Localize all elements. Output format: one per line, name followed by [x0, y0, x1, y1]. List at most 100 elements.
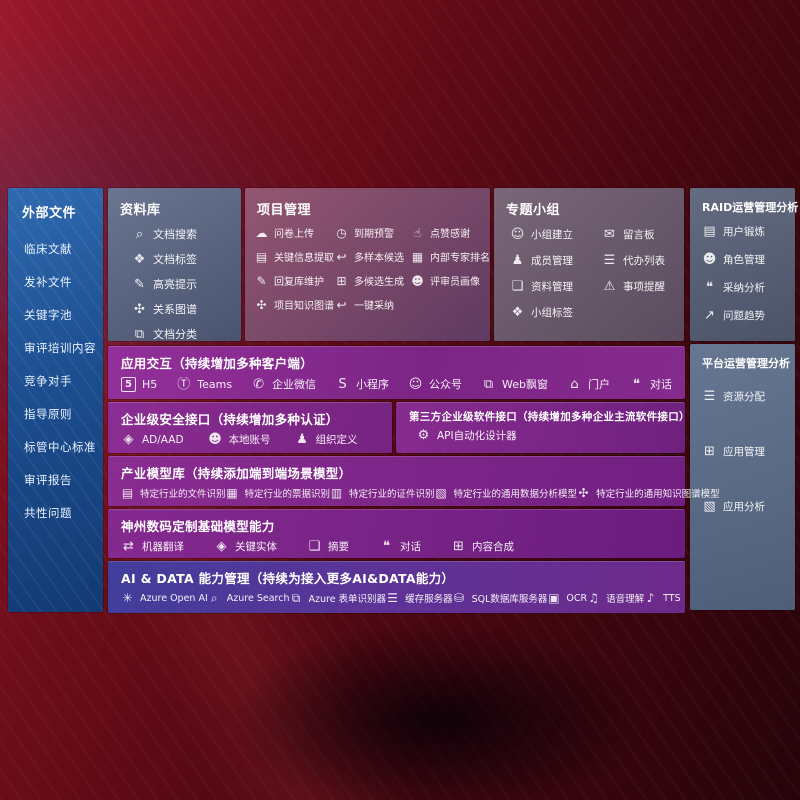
item-teams[interactable]: Ⓣ Teams — [176, 378, 232, 391]
item-expert-ranking[interactable]: ▦ 内部专家排名 — [411, 249, 490, 265]
translate-icon: ⇄ — [123, 539, 134, 554]
row-app-interaction: 应用交互（持续增加多种客户端） 5 H5 Ⓣ Teams ✆ 企业微信 S 小程序 ☺ 公… — [108, 346, 685, 399]
message-board-icon: ✉ — [604, 227, 615, 242]
item-tts[interactable]: ♪ TTS — [644, 592, 681, 604]
item-azure-search[interactable]: ⌕ Azure Search — [208, 592, 290, 604]
material-book-icon: ❏ — [511, 279, 524, 294]
trend-chart-icon: ↗ — [704, 308, 715, 323]
sidebar-item-clinical-literature[interactable]: 临床文献 — [24, 242, 72, 256]
item-label: 内部专家排名 — [430, 253, 490, 264]
item-file-recognition[interactable]: ▤ 特定行业的文件识别 — [121, 486, 226, 500]
openai-icon: ✳ — [122, 591, 133, 605]
item-dialog[interactable]: ❝ 对话 — [629, 376, 672, 392]
item-adoption-analysis[interactable]: ❝ 采纳分析 — [702, 280, 795, 295]
item-label: 文档分类 — [153, 328, 197, 341]
panel-project-management: 项目管理 ☁ 问卷上传 ◷ 到期预警 ☝ 点赞感谢 ▤ 关键信息提取 ↩ 多样本候选 ▦ 内… — [245, 188, 490, 341]
item-official-account[interactable]: ☺ 公众号 — [408, 376, 462, 392]
base-row-title: 神州数码定制基础模型能力 — [121, 519, 275, 534]
base-items: ⇄ 机器翻译 ◈ 关键实体 ❏ 摘要 ❝ 对话 ⊞ 内容合成 — [108, 538, 685, 554]
item-content-synthesis[interactable]: ⊞ 内容合成 — [451, 539, 514, 554]
sidebar-item-guidelines[interactable]: 指导原则 — [24, 407, 72, 421]
item-label: 小程序 — [356, 378, 390, 391]
item-key-entity[interactable]: ◈ 关键实体 — [214, 539, 278, 554]
item-member-management[interactable]: ♟ 成员管理 — [510, 253, 602, 268]
item-sql-db-server[interactable]: ⛁ SQL数据库服务器 — [453, 591, 547, 605]
item-api-designer[interactable]: ⚙ API自动化设计器 — [416, 428, 517, 443]
item-due-alert[interactable]: ◷ 到期预警 — [335, 225, 411, 241]
member-add-icon: ♟ — [511, 253, 524, 268]
item-role-management[interactable]: ☻ 角色管理 — [702, 252, 795, 267]
item-reminder[interactable]: ⚠ 事项提醒 — [602, 279, 684, 294]
bell-icon: ⚠ — [603, 279, 616, 294]
sidebar-item-keyword-pool[interactable]: 关键字池 — [24, 308, 72, 322]
item-key-info-extract[interactable]: ▤ 关键信息提取 — [255, 249, 335, 265]
item-knowledge-graph-model[interactable]: ✣ 特定行业的通用知识图谱模型 — [577, 486, 720, 500]
item-todo-list[interactable]: ☰ 代办列表 — [602, 253, 684, 268]
item-h5[interactable]: 5 H5 — [121, 376, 157, 392]
grid-icon: ⊞ — [336, 273, 347, 288]
item-project-knowledge-graph[interactable]: ✣ 项目知识图谱 — [255, 297, 335, 313]
item-message-board[interactable]: ✉ 留言板 — [602, 227, 684, 242]
item-doc-search[interactable]: ⌕ 文档搜索 — [132, 226, 241, 242]
item-local-account[interactable]: ☻ 本地账号 — [208, 432, 270, 447]
item-app-management[interactable]: ⊞ 应用管理 — [702, 444, 795, 459]
item-machine-translation[interactable]: ⇄ 机器翻译 — [121, 539, 184, 554]
item-azure-form-recognizer[interactable]: ⧉ Azure 表单识别器 — [289, 591, 386, 605]
sidebar-item-review-training[interactable]: 审评培训内容 — [24, 341, 96, 355]
portal-icon: ⌂ — [570, 376, 579, 392]
item-relation-graph[interactable]: ✣ 关系图谱 — [132, 301, 241, 317]
item-ad-aad[interactable]: ◈ AD/AAD — [121, 433, 184, 446]
item-like-thanks[interactable]: ☝ 点赞感谢 — [411, 225, 490, 241]
item-label: AD/AAD — [142, 433, 184, 446]
item-group-tag[interactable]: ❖ 小组标签 — [510, 305, 602, 320]
sidebar-item-competitors[interactable]: 竞争对手 — [24, 374, 72, 388]
item-label: 问题趋势 — [723, 310, 765, 322]
item-group-create[interactable]: ☺ 小组建立 — [510, 227, 602, 242]
item-data-analysis-model[interactable]: ▧ 特定行业的通用数据分析模型 — [435, 486, 577, 500]
item-multi-sample[interactable]: ↩ 多样本候选 — [335, 249, 411, 265]
sidebar-item-supplement-files[interactable]: 发补文件 — [24, 275, 72, 289]
item-doc-tag[interactable]: ❖ 文档标签 — [132, 251, 241, 267]
item-app-analysis[interactable]: ▧ 应用分析 — [702, 499, 795, 514]
item-reviewer-profile[interactable]: ☻ 评审员画像 — [411, 273, 490, 289]
item-multi-candidate-gen[interactable]: ⊞ 多候选生成 — [335, 273, 411, 289]
sidebar-item-review-report[interactable]: 审评报告 — [24, 473, 72, 487]
item-base-dialog[interactable]: ❝ 对话 — [379, 539, 421, 554]
item-material-management[interactable]: ❏ 资料管理 — [510, 279, 602, 294]
item-speech-understanding[interactable]: ♫ 语音理解 — [587, 591, 644, 605]
item-issue-trend[interactable]: ↗ 问题趋势 — [702, 308, 795, 323]
item-label: 文档标签 — [153, 253, 197, 266]
item-wecom[interactable]: ✆ 企业微信 — [251, 376, 316, 392]
thirdparty-items: ⚙ API自动化设计器 — [396, 427, 685, 443]
item-survey-upload[interactable]: ☁ 问卷上传 — [255, 225, 335, 241]
item-invoice-recognition[interactable]: ▦ 特定行业的票据识别 — [226, 486, 330, 500]
item-highlight-tip[interactable]: ✎ 高亮提示 — [132, 276, 241, 292]
item-summary[interactable]: ❏ 摘要 — [307, 539, 349, 554]
item-miniprogram[interactable]: S 小程序 — [335, 376, 389, 392]
item-azure-openai[interactable]: ✳ Azure Open AI — [121, 591, 207, 605]
item-portal[interactable]: ⌂ 门户 — [567, 376, 610, 392]
graph-node-icon: ✣ — [578, 486, 589, 500]
item-doc-classify[interactable]: ⧉ 文档分类 — [132, 326, 241, 342]
item-reply-library[interactable]: ✎ 回复库维护 — [255, 273, 335, 289]
item-cache-server[interactable]: ☰ 缓存服务器 — [386, 591, 452, 605]
item-label: 特定行业的文件识别 — [140, 489, 226, 500]
sidebar-item-standards-center[interactable]: 标管中心标准 — [24, 440, 96, 454]
item-label: 组织定义 — [315, 434, 358, 446]
item-ocr[interactable]: ▣ OCR — [547, 592, 587, 604]
item-one-click-adopt[interactable]: ↩ 一键采纳 — [335, 297, 411, 313]
wecom-icon: ✆ — [253, 376, 265, 392]
item-label: 公众号 — [429, 378, 463, 391]
sidebar-item-common-issues[interactable]: 共性问题 — [24, 506, 72, 520]
miniprogram-icon: S — [338, 376, 347, 392]
user-card-icon: ▤ — [703, 224, 716, 239]
item-web-popup[interactable]: ⧉ Web飘窗 — [481, 376, 548, 392]
item-label: 门户 — [587, 378, 610, 391]
item-org-definition[interactable]: ♟ 组织定义 — [295, 432, 358, 447]
item-label: Teams — [197, 377, 233, 391]
item-id-recognition[interactable]: ▥ 特定行业的证件识别 — [330, 486, 435, 500]
item-user-training[interactable]: ▤ 用户锻炼 — [702, 224, 795, 239]
pen-icon: ✎ — [256, 273, 267, 288]
item-resource-allocation[interactable]: ☰ 资源分配 — [702, 389, 795, 404]
